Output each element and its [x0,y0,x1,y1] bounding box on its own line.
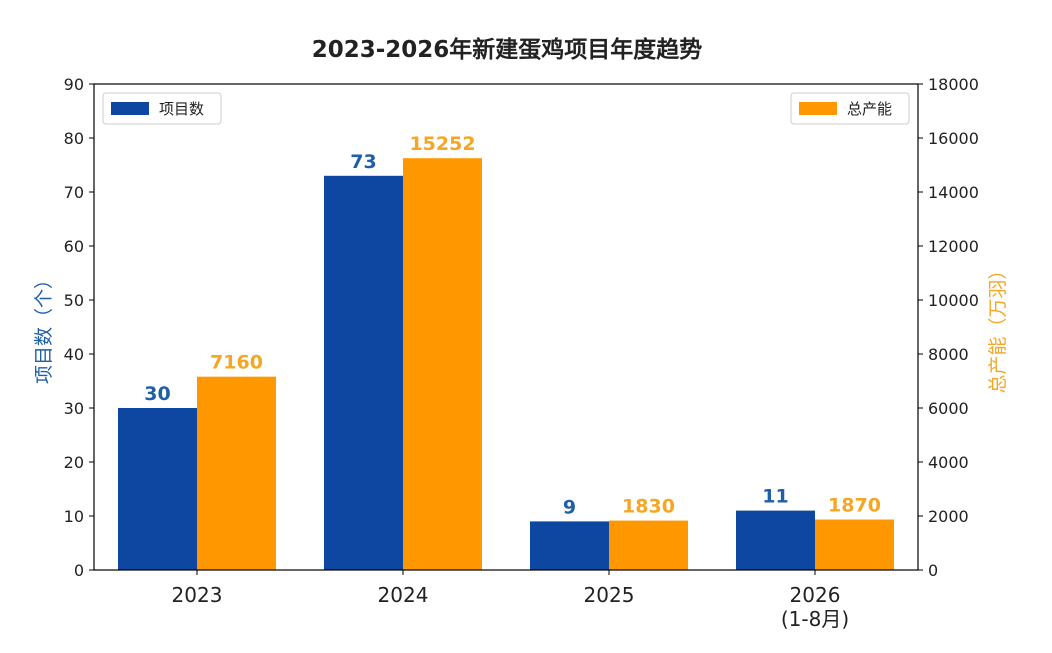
x-tick-label: (1-8月) [781,607,849,631]
legend-label: 总产能 [847,100,892,118]
y-left-tick-label: 90 [64,75,84,94]
bar-projects-1 [324,175,403,571]
y-left-tick-label: 80 [64,129,84,148]
legend-box [102,92,222,125]
y-left-tick-label: 70 [64,183,84,202]
data-label-capacity-1: 15252 [409,133,475,155]
data-label-projects-3: 11 [762,486,788,508]
y-left-tick-label: 10 [64,507,84,526]
y-left-tick-label: 40 [64,345,84,364]
plot-area: 30 73 9 11 7160 15252 1830 1870 0 10 20 30 40 50 60 70 8… [64,75,979,631]
y-right-tick-label: 2000 [928,507,969,526]
legend-swatch [111,102,149,115]
y-right-tick-label: 6000 [928,399,969,418]
bar-projects-0 [118,408,197,570]
plot-frame [93,83,919,571]
chart-title: 2023-2026年新建蛋鸡项目年度趋势 [312,36,703,63]
legend-swatch [799,102,837,115]
x-tick-label: 2025 [584,583,635,607]
y-right-tick-label: 14000 [928,183,979,202]
y-left-tick-label: 30 [64,399,84,418]
y-left-tick-label: 60 [64,237,84,256]
bar-capacity-3 [815,519,894,570]
y-right-tick-label: 10000 [928,291,979,310]
bar-capacity-2 [609,520,688,570]
y-left-tick-label: 20 [64,453,84,472]
bar-projects-2 [530,521,609,570]
x-tick-label: 2026 [790,583,841,607]
y-left-tick-label: 0 [74,561,84,580]
y-right-tick-label: 4000 [928,453,969,472]
data-label-projects-1: 73 [350,151,376,173]
data-label-capacity-2: 1830 [622,496,675,518]
x-tick-label: 2023 [172,583,223,607]
legend-box [790,92,910,125]
legend-label: 项目数 [159,100,204,118]
y-left-axis-title: 项目数（个） [33,270,55,384]
x-tick-label: 2024 [378,583,429,607]
data-label-projects-0: 30 [144,383,170,405]
y-right-axis-title: 总产能（万羽） [987,260,1009,393]
y-right-tick-label: 16000 [928,129,979,148]
data-label-capacity-0: 7160 [210,352,263,374]
bar-capacity-0 [197,376,276,570]
y-right-tick-label: 0 [928,561,938,580]
bar-capacity-1 [403,158,482,571]
data-label-capacity-3: 1870 [828,495,881,517]
y-left-tick-label: 50 [64,291,84,310]
y-right-tick-label: 18000 [928,75,979,94]
y-right-tick-label: 12000 [928,237,979,256]
data-label-projects-2: 9 [563,496,576,518]
bar-projects-3 [736,510,815,570]
y-right-tick-label: 8000 [928,345,969,364]
